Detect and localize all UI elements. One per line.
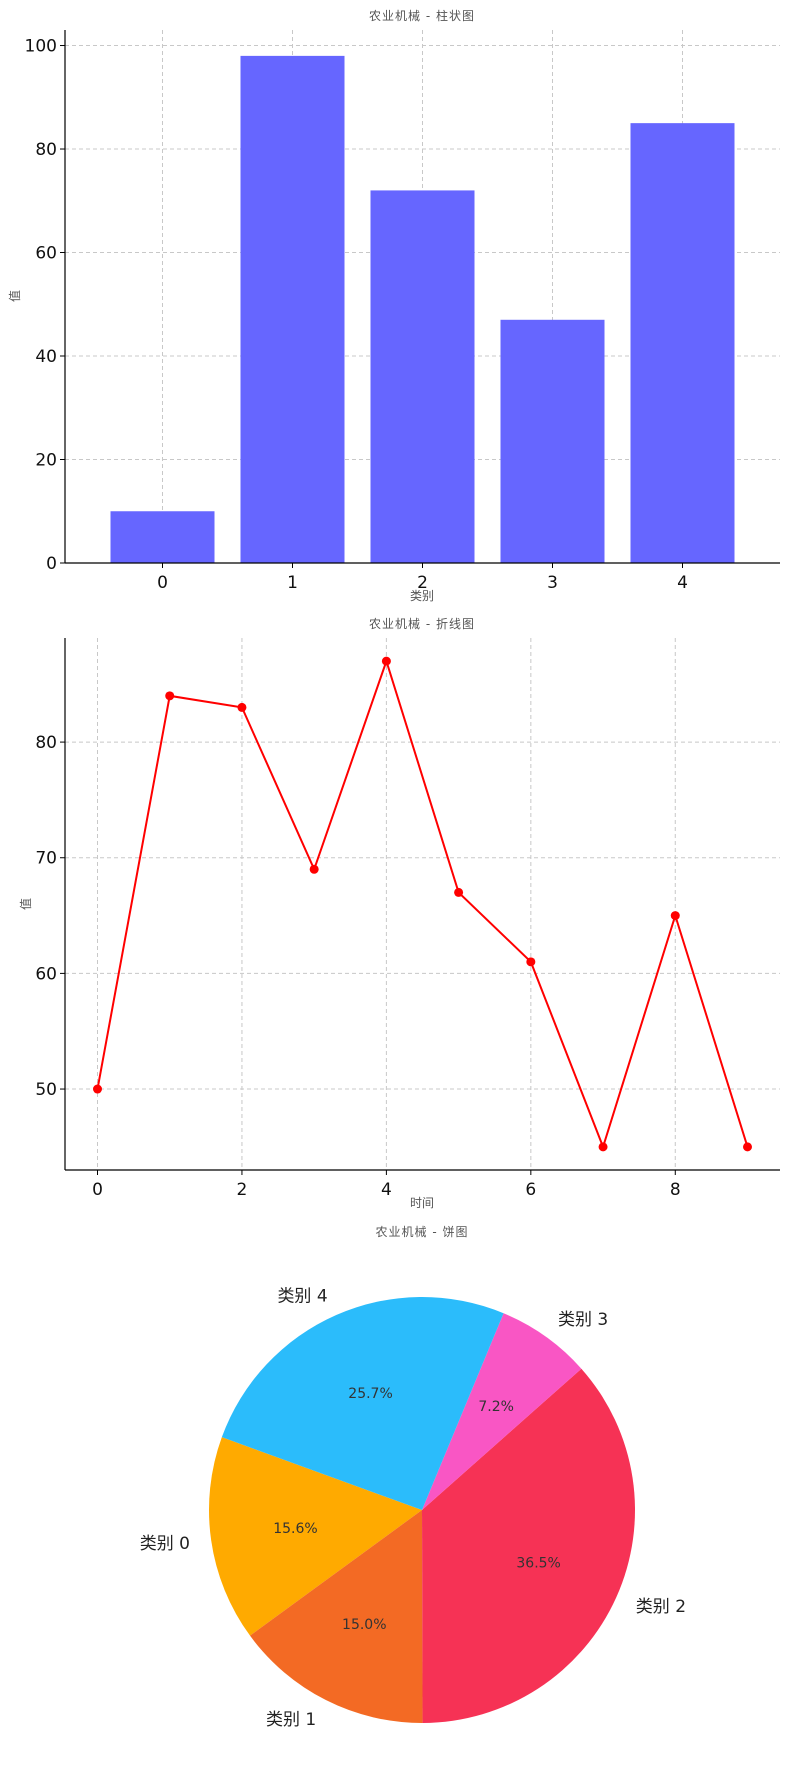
bar-3 <box>500 319 605 563</box>
line-point-0 <box>93 1084 102 1094</box>
line-series-path <box>96 657 749 1150</box>
pie-chart-title: 农业机械 - 饼图 <box>376 1224 469 1239</box>
line-chart-x-axis-label: 时间 <box>410 1196 434 1210</box>
bar-x-tick-label: 0 <box>157 573 168 593</box>
bar-2 <box>370 190 475 563</box>
line-x-tick-label: 2 <box>237 1180 248 1200</box>
line-chart-y-ticks: 50 60 70 80 <box>35 733 65 1100</box>
line-point-6 <box>526 957 536 967</box>
pie-slice-2-percent: 36.5% <box>516 1555 560 1571</box>
line-point-2 <box>237 702 247 712</box>
line-x-tick-label: 4 <box>381 1180 392 1200</box>
pie-chart-labels: 15.6% 类别 0 15.0% 类别 1 36.5% 类别 2 7.2% 类别 3 25.7%… <box>140 1287 686 1731</box>
bar-chart-y-axis-label: 值 <box>7 290 22 302</box>
line-x-tick-label: 6 <box>525 1180 536 1200</box>
bar-chart: 农业机械 - 柱状图 0 1 2 3 4 0 20 40 60 80 100 类别 值 <box>7 8 780 603</box>
bar-chart-x-ticks: 0 1 2 3 4 <box>157 563 688 593</box>
bar-4 <box>630 123 735 563</box>
bar-x-tick-label: 4 <box>677 573 688 593</box>
line-point-1 <box>165 691 175 701</box>
pie-chart-slices <box>208 1297 635 1723</box>
pie-slice-2 <box>422 1368 635 1723</box>
line-chart-grid <box>65 638 780 1170</box>
line-chart-title: 农业机械 - 折线图 <box>369 616 475 631</box>
bar-x-tick-label: 3 <box>547 573 558 593</box>
pie-slice-1-label: 类别 1 <box>266 1710 316 1730</box>
line-point-7 <box>598 1142 608 1152</box>
line-x-tick-label: 0 <box>92 1180 103 1200</box>
pie-slice-3-label: 类别 3 <box>558 1310 608 1330</box>
pie-slice-0 <box>208 1437 422 1636</box>
bar-chart-x-axis-label: 类别 <box>410 589 434 603</box>
pie-slice-0-label: 类别 0 <box>140 1534 190 1554</box>
bar-x-tick-label: 2 <box>417 573 428 593</box>
pie-slice-3 <box>422 1313 582 1510</box>
pie-slice-2-label: 类别 2 <box>636 1597 686 1617</box>
pie-slice-4-percent: 25.7% <box>348 1386 392 1402</box>
line-y-tick-label: 50 <box>35 1080 57 1100</box>
line-chart-series <box>93 656 752 1152</box>
line-y-tick-label: 70 <box>35 849 57 869</box>
line-y-tick-label: 80 <box>35 733 57 753</box>
bar-chart-y-ticks: 0 20 40 60 80 100 <box>25 37 65 574</box>
line-point-3 <box>309 864 319 874</box>
line-point-5 <box>454 887 464 897</box>
bar-0 <box>110 511 215 563</box>
bar-y-tick-label: 0 <box>46 554 57 574</box>
line-point-9 <box>743 1142 752 1152</box>
line-y-tick-label: 60 <box>35 964 57 984</box>
bar-y-tick-label: 20 <box>35 451 57 471</box>
bar-y-tick-label: 100 <box>25 37 57 57</box>
line-chart-axes <box>64 638 780 1171</box>
pie-chart: 农业机械 - 饼图 15.6% 类别 0 15.0% 类别 1 36.5% 类别 2 7.2… <box>140 1224 686 1730</box>
pie-slice-0-percent: 15.6% <box>273 1521 317 1537</box>
pie-slice-4 <box>221 1297 504 1510</box>
line-chart-x-ticks: 0 2 4 6 8 <box>92 1170 681 1200</box>
bar-chart-title: 农业机械 - 柱状图 <box>369 8 475 23</box>
line-chart-y-axis-label: 值 <box>18 898 33 910</box>
line-x-tick-label: 8 <box>670 1180 681 1200</box>
pie-slice-3-percent: 7.2% <box>478 1399 514 1415</box>
bar-1 <box>240 55 345 564</box>
line-point-8 <box>670 911 680 921</box>
pie-slice-4-label: 类别 4 <box>277 1287 327 1307</box>
line-chart: 农业机械 - 折线图 0 2 4 6 8 50 60 70 80 时间 值 <box>18 616 780 1210</box>
pie-slice-1 <box>250 1510 423 1723</box>
line-point-4 <box>381 656 391 666</box>
bar-x-tick-label: 1 <box>287 573 298 593</box>
bar-y-tick-label: 60 <box>35 244 57 264</box>
bar-y-tick-label: 80 <box>35 140 57 160</box>
bar-y-tick-label: 40 <box>35 347 57 367</box>
bar-chart-bars <box>110 55 735 564</box>
pie-slice-1-percent: 15.0% <box>342 1617 386 1633</box>
